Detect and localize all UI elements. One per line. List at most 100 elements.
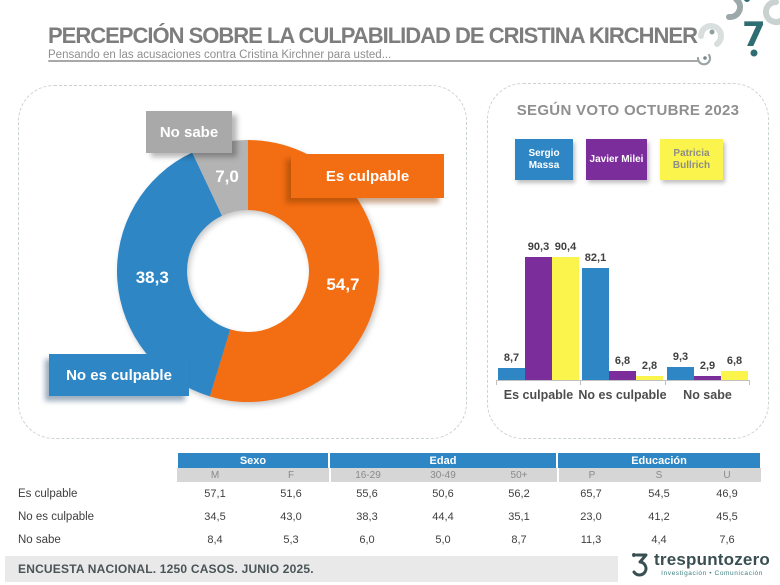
table-cell: 35,1 — [508, 510, 530, 523]
bar-es-culpable-patricia-bullrich — [552, 257, 579, 380]
table-cell: 11,3 — [580, 533, 602, 546]
table-cell: 23,0 — [580, 510, 602, 523]
axis-tick — [749, 380, 750, 385]
donut-slice-es-culpable — [209, 140, 379, 402]
table-cell: 56,2 — [508, 487, 530, 500]
table-subheader-50-: 50+ — [481, 468, 557, 482]
bar-es-culpable-sergio-massa — [498, 368, 525, 380]
donut-value-es-culpable: 54,7 — [326, 275, 360, 295]
table-row-label-es-culpable: Es culpable — [18, 487, 78, 500]
bar-value-label: 6,8 — [614, 355, 631, 367]
table-cell: 5,3 — [283, 533, 299, 546]
legend-sergio-massa: Sergio Massa — [515, 139, 573, 180]
table-cell: 65,7 — [580, 487, 602, 500]
callout-label: No es culpable — [66, 366, 172, 384]
logo-subtext: Investigación • Comunicación — [661, 570, 763, 577]
bar-value-label: 90,4 — [554, 241, 577, 253]
brand-motif-icon: 7 — [698, 0, 780, 57]
table-cell: 57,1 — [204, 487, 226, 500]
bar-chart: 8,7 90,3 90,4 Es culpable 82,1 6,8 2,8 No es cu… — [488, 240, 768, 424]
table-group-edad: Edad — [330, 453, 556, 468]
bar-no-es-culpable-sergio-massa — [582, 268, 609, 380]
bar-value-label: 6,8 — [726, 355, 743, 367]
axis-tick — [496, 380, 497, 385]
bar-value-label: 90,3 — [527, 241, 550, 253]
table-cell: 50,6 — [432, 487, 454, 500]
table-subheader-m: M — [177, 468, 253, 482]
table-group-educaci-n: Educación — [558, 453, 760, 468]
bar-chart-legend: Sergio Massa Javier Milei Patricia Bullric… — [515, 139, 723, 180]
logo-name: trespuntozero — [654, 550, 770, 569]
donut-chart — [116, 140, 379, 402]
swirl-icon — [696, 53, 712, 66]
table-cell: 6,0 — [359, 533, 375, 546]
table-subheader-30-49: 30-49 — [405, 468, 481, 482]
table-group-sexo: Sexo — [178, 453, 328, 468]
table-cell: 38,3 — [356, 510, 378, 523]
table-corner — [18, 468, 177, 482]
svg-text:7: 7 — [742, 15, 766, 55]
table-cell: 5,0 — [435, 533, 451, 546]
bar-chart-title: SEGÚN VOTO OCTUBRE 2023 — [516, 102, 740, 119]
callout-no-es-culpable: No es culpable — [49, 354, 189, 396]
bar-no-es-culpable-javier-milei — [609, 371, 636, 380]
table-cell: 44,4 — [432, 510, 454, 523]
table-subheader-16-29: 16-29 — [331, 468, 405, 482]
bar-value-label: 9,3 — [672, 351, 689, 363]
legend-patricia-bullrich: Patricia Bullrich — [660, 139, 723, 180]
page-subtitle: Pensando en las acusaciones contra Crist… — [48, 48, 392, 61]
table-subheader-s: S — [625, 468, 693, 482]
table-cell: 51,6 — [280, 487, 302, 500]
table-cell: 34,5 — [204, 510, 226, 523]
donut-panel: 54,7 38,3 7,0 No sabe Es culpable No es cu… — [18, 85, 467, 439]
table-cell: 43,0 — [280, 510, 302, 523]
table-cell: 46,9 — [716, 487, 738, 500]
callout-no-sabe: No sabe — [146, 111, 232, 153]
table-row-label-no-es-culpable: No es culpable — [18, 510, 95, 523]
logo-text-block: trespuntozero Investigación • Comunicaci… — [654, 551, 770, 577]
bar-category-no-sabe: No sabe — [683, 388, 732, 402]
footer-note: ENCUESTA NACIONAL. 1250 CASOS. JUNIO 202… — [18, 562, 314, 576]
bar-value-label: 82,1 — [584, 252, 607, 264]
table-corner — [18, 453, 177, 468]
donut-slice-no-es-culpable — [116, 152, 231, 397]
donut-slice-no-sabe — [192, 140, 248, 216]
bar-no-es-culpable-patricia-bullrich — [636, 376, 663, 380]
table-cell: 4,4 — [651, 533, 667, 546]
table-cell: 8,4 — [207, 533, 223, 546]
bar-no-sabe-sergio-massa — [667, 367, 694, 380]
axis-tick — [580, 380, 581, 385]
page-title: PERCEPCIÓN SOBRE LA CULPABILIDAD DE CRIS… — [48, 22, 698, 48]
bar-category-es-culpable: Es culpable — [503, 388, 574, 402]
table-cell: 41,2 — [648, 510, 670, 523]
legend-javier-milei: Javier Milei — [586, 139, 647, 180]
bar-category-no-es-culpable: No es culpable — [578, 388, 667, 402]
callout-label: Es culpable — [325, 167, 410, 185]
demographics-table: Sexo Edad Educación M F 16-29 30-49 50+ P S U Es cu… — [18, 453, 761, 551]
footer-bar: ENCUESTA NACIONAL. 1250 CASOS. JUNIO 202… — [5, 556, 618, 582]
table-cell: 8,7 — [511, 533, 527, 546]
axis-tick — [665, 380, 666, 385]
bar-value-label: 2,9 — [699, 360, 716, 372]
table-row-label-no-sabe: No sabe — [18, 533, 61, 546]
callout-es-culpable: Es culpable — [291, 154, 444, 198]
trespuntozero-logo: trespuntozero Investigación • Comunicaci… — [630, 551, 770, 577]
donut-value-no-sabe: 7,0 — [215, 167, 239, 187]
bar-value-label: 2,8 — [641, 360, 658, 372]
table-subheader-f: F — [253, 468, 329, 482]
donut-value-no-es-culpable: 38,3 — [135, 267, 169, 287]
callout-label: No sabe — [159, 123, 219, 141]
table-subheader-p: P — [559, 468, 625, 482]
x-axis — [496, 380, 749, 381]
logo-3-icon — [632, 553, 648, 577]
bar-no-sabe-javier-milei — [694, 376, 721, 380]
bar-panel: SEGÚN VOTO OCTUBRE 2023 Sergio Massa Javi… — [487, 83, 769, 439]
bar-value-label: 8,7 — [503, 352, 520, 364]
table-cell: 54,5 — [648, 487, 670, 500]
bar-es-culpable-javier-milei — [525, 257, 552, 380]
table-subheader-u: U — [693, 468, 761, 482]
table-cell: 45,5 — [716, 510, 738, 523]
table-cell: 55,6 — [356, 487, 378, 500]
header-divider — [48, 60, 698, 62]
